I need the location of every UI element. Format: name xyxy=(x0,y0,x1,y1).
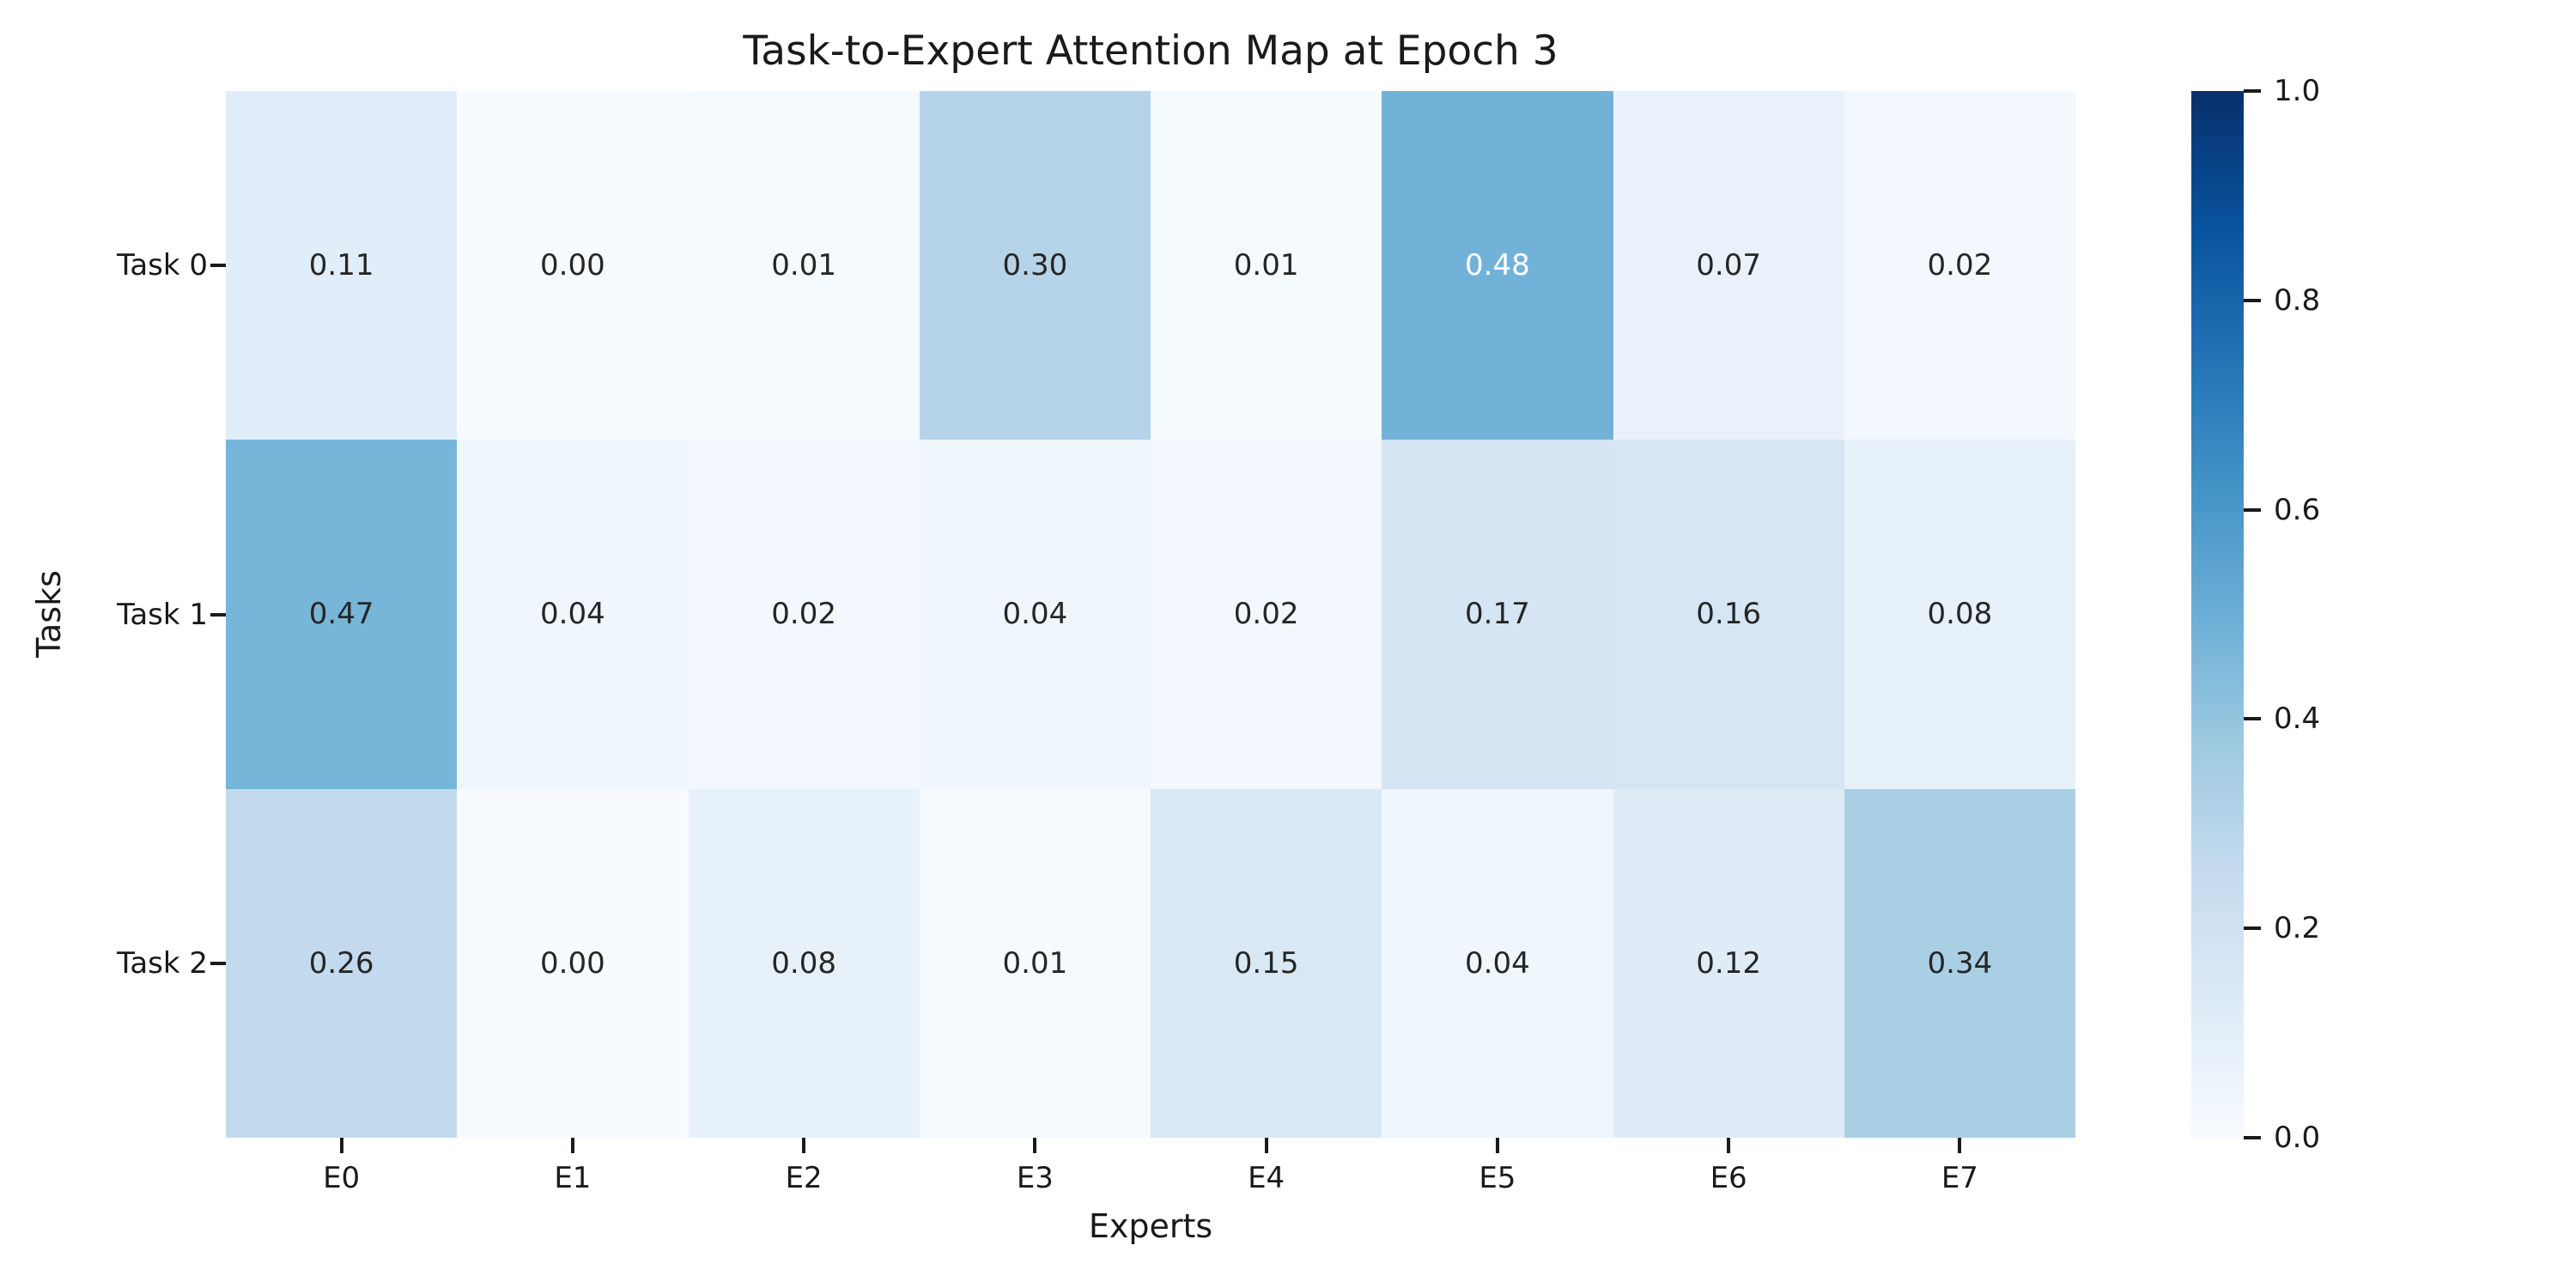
colorbar-tick-label: 0.8 xyxy=(2274,283,2321,318)
colorbar-tick-mark xyxy=(2244,89,2261,93)
heatmap-cell: 0.12 xyxy=(1613,788,1844,1138)
heatmap-cell: 0.04 xyxy=(457,440,689,789)
x-tick-label: E6 xyxy=(1710,1161,1747,1195)
heatmap-cell: 0.48 xyxy=(1382,91,1613,440)
x-tick-mark xyxy=(1958,1138,1962,1153)
colorbar-tick-label: 0.0 xyxy=(2274,1121,2321,1155)
y-tick-mark xyxy=(210,612,226,617)
heatmap-cell: 0.11 xyxy=(226,91,458,440)
heatmap-cell: 0.08 xyxy=(1844,440,2075,789)
heatmap-cell: 0.02 xyxy=(688,440,920,789)
colorbar-tick-mark xyxy=(2244,507,2261,512)
heatmap-cell: 0.17 xyxy=(1382,440,1613,789)
colorbar-tick-mark xyxy=(2244,1136,2261,1139)
heatmap-cell: 0.00 xyxy=(457,91,689,440)
x-tick-label: E7 xyxy=(1941,1161,1978,1195)
colorbar-tick-label: 0.6 xyxy=(2274,492,2321,527)
heatmap-cell: 0.34 xyxy=(1844,788,2075,1138)
x-tick-label: E2 xyxy=(785,1161,823,1195)
x-tick-label: E1 xyxy=(554,1161,592,1195)
heatmap-cell: 0.30 xyxy=(919,91,1151,440)
y-tick-mark xyxy=(210,264,226,268)
colorbar-gradient xyxy=(2191,91,2244,1138)
y-tick-label: Task 2 xyxy=(117,945,208,981)
colorbar-tick-label: 0.4 xyxy=(2274,702,2321,737)
heatmap-grid: 0.11 0.00 0.01 0.30 0.01 0.48 0.07 0.02 0.47 0.04… xyxy=(226,91,2075,1138)
heatmap-cell: 0.08 xyxy=(688,788,920,1138)
colorbar-tick-label: 1.0 xyxy=(2274,74,2321,108)
heatmap-cell: 0.02 xyxy=(1844,91,2075,440)
x-tick-label: E3 xyxy=(1016,1161,1054,1195)
x-tick-mark xyxy=(339,1138,343,1153)
heatmap-cell: 0.15 xyxy=(1151,788,1382,1138)
x-tick-label: E5 xyxy=(1479,1161,1516,1195)
y-tick-label: Task 1 xyxy=(117,597,208,632)
heatmap-cell: 0.04 xyxy=(1382,788,1613,1138)
heatmap-cell: 0.01 xyxy=(1151,91,1382,440)
chart-title: Task-to-Expert Attention Map at Epoch 3 xyxy=(743,27,1558,75)
heatmap-cell: 0.26 xyxy=(226,788,458,1138)
heatmap-cell: 0.02 xyxy=(1151,440,1382,789)
x-tick-mark xyxy=(802,1138,806,1153)
x-tick-mark xyxy=(1033,1138,1037,1153)
colorbar-tick-mark xyxy=(2244,717,2261,721)
colorbar-tick-mark xyxy=(2244,927,2261,931)
x-tick-mark xyxy=(570,1138,574,1153)
heatmap-cell: 0.07 xyxy=(1613,91,1844,440)
y-tick-label: Task 0 xyxy=(117,248,208,283)
heatmap-cell: 0.04 xyxy=(919,440,1151,789)
colorbar-tick-mark xyxy=(2244,298,2261,302)
heatmap-cell: 0.16 xyxy=(1613,440,1844,789)
x-axis-label: Experts xyxy=(1088,1207,1213,1245)
heatmap-cell: 0.00 xyxy=(457,788,689,1138)
x-tick-mark xyxy=(1264,1138,1268,1153)
colorbar-tick-label: 0.2 xyxy=(2274,911,2321,946)
heatmap-cell: 0.01 xyxy=(688,91,920,440)
x-tick-mark xyxy=(1495,1138,1499,1153)
heatmap-cell: 0.01 xyxy=(919,788,1151,1138)
heatmap-cell: 0.47 xyxy=(226,440,458,789)
x-tick-label: E0 xyxy=(323,1161,361,1195)
y-tick-mark xyxy=(210,961,226,965)
x-tick-label: E4 xyxy=(1248,1161,1285,1195)
x-tick-mark xyxy=(1727,1138,1731,1153)
